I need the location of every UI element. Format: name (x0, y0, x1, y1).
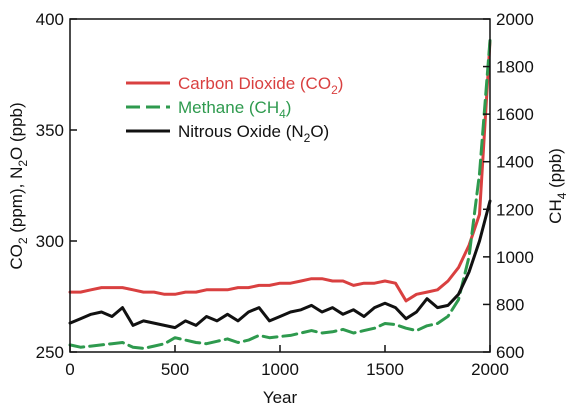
x-tick-label: 0 (65, 360, 74, 379)
x-tick-label: 1500 (366, 360, 404, 379)
left-tick-label: 400 (36, 10, 64, 29)
right-tick-label: 800 (496, 295, 524, 314)
y-axis-title-left: CO2 (ppm), N2O (ppb) (7, 102, 30, 269)
legend-label-co2: Carbon Dioxide (CO2) (178, 74, 343, 97)
right-tick-label: 1000 (496, 248, 534, 267)
right-tick-label: 1400 (496, 153, 534, 172)
plot-frame (69, 18, 491, 353)
series-line-0 (68, 39, 492, 303)
right-tick-label: 1800 (496, 58, 534, 77)
series-line-2 (68, 199, 492, 330)
left-tick-label: 250 (36, 343, 64, 362)
right-tick-label: 600 (496, 343, 524, 362)
x-tick-label: 1000 (261, 360, 299, 379)
series-line-1 (68, 38, 492, 350)
legend-label-methane: Methane (CH4) (178, 98, 291, 121)
x-axis-title: Year (263, 388, 298, 407)
right-tick-label: 1600 (496, 105, 534, 124)
x-tick-label: 500 (161, 360, 189, 379)
right-tick-label: 2000 (496, 10, 534, 29)
y-axis-title-right: CH4 (ppb) (546, 148, 569, 224)
left-tick-label: 300 (36, 232, 64, 251)
legend: Carbon Dioxide (CO2) Methane (CH4) Nitro… (126, 74, 343, 145)
x-tick-label: 2000 (471, 360, 509, 379)
left-tick-label: 350 (36, 121, 64, 140)
right-tick-label: 1200 (496, 200, 534, 219)
legend-label-n2o: Nitrous Oxide (N2O) (178, 122, 329, 145)
